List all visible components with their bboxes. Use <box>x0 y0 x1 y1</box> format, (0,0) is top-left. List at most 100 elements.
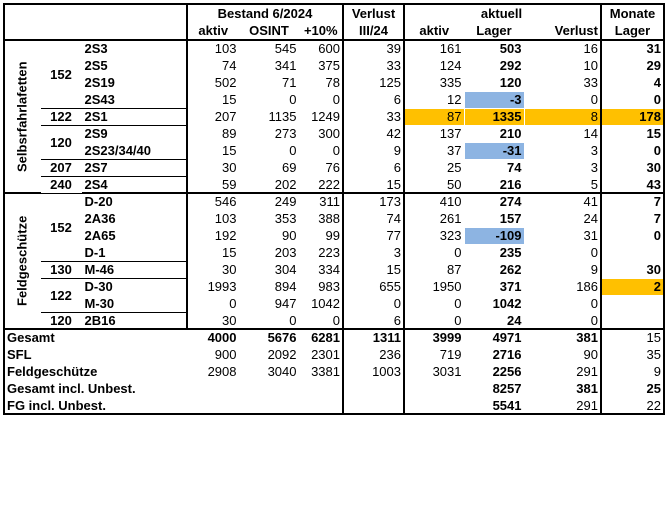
cell-monate: 30 <box>600 261 665 278</box>
cell-aktiv: 502 <box>214 75 237 90</box>
cell-monate: 2 <box>600 278 665 295</box>
cell-verlust: 15 <box>342 261 405 278</box>
system-name: 2S19 <box>81 74 188 91</box>
totals-cell-monate: 35 <box>600 346 665 363</box>
cell-akt-verlust: 16 <box>583 41 598 57</box>
cell-lager: 216 <box>464 176 524 194</box>
cell-aktiv: 89 <box>222 126 237 141</box>
totals-cell-plus10: 3381 <box>311 364 340 379</box>
cell-akt-aktiv: 50 <box>404 176 464 194</box>
totals-cell-lager: 4971 <box>464 328 524 346</box>
table-row: M-30 0 947 1042 0 0 1042 0 <box>4 295 665 313</box>
cell-osint: 273 <box>274 126 297 141</box>
cell-lager: 235 <box>499 245 522 260</box>
caliber-group: 152 <box>40 40 82 109</box>
cell-lager: 1042 <box>492 296 522 311</box>
cell-monate: 0 <box>600 142 665 159</box>
totals-cell-akt-verlust: 90 <box>583 347 598 362</box>
cell-aktiv: 546 <box>214 194 237 210</box>
totals-cell-osint: 5676 <box>239 328 299 346</box>
totals-label: SFL <box>3 346 187 363</box>
cell-akt-aktiv: 335 <box>439 75 462 90</box>
table-row: 2S23/34/40 15 0 0 9 37 -31 3 0 <box>4 142 665 160</box>
cell-osint: 202 <box>239 176 299 194</box>
totals-cell-verlust: 1003 <box>342 363 405 380</box>
cell-akt-verlust: 10 <box>583 58 598 73</box>
cell-osint: 545 <box>274 41 297 57</box>
cell-plus10: 76 <box>325 160 340 175</box>
cell-verlust: 15 <box>342 176 405 194</box>
caliber-group: 120 <box>40 125 82 160</box>
cell-aktiv: 59 <box>187 176 239 194</box>
cell-lager: 503 <box>499 41 522 57</box>
system-name: 2A36 <box>81 210 188 227</box>
system-name: D-1 <box>81 244 188 262</box>
system-name: 2A65 <box>81 227 188 244</box>
cell-akt-aktiv: 87 <box>404 108 464 125</box>
cell-verlust: 39 <box>342 40 405 57</box>
cell-osint: 0 <box>239 312 299 330</box>
system-name: D-30 <box>81 278 188 295</box>
totals-cell-akt-aktiv: 3999 <box>404 328 464 346</box>
system-name: 2S4 <box>81 176 188 194</box>
cell-akt-verlust: 0 <box>524 312 601 330</box>
header-aktuell: aktuell <box>404 3 601 22</box>
system-name: 2S9 <box>81 125 188 142</box>
totals-cell-lager: 2716 <box>492 347 522 362</box>
cell-verlust: 42 <box>342 125 405 142</box>
cell-osint: 353 <box>274 211 297 226</box>
system-name: M-46 <box>81 261 188 279</box>
caliber-group: 122 <box>40 108 82 126</box>
table-row: 2A36 103 353 388 74 261 157 24 7 <box>4 210 665 227</box>
system-name: 2B16 <box>81 312 188 330</box>
cell-osint: 0 <box>289 143 297 158</box>
totals-label: FG incl. Unbest. <box>3 397 187 415</box>
cell-akt-verlust: 3 <box>590 160 598 175</box>
totals-cell-akt-verlust: 381 <box>524 328 601 346</box>
table-row: 207 2S7 30 69 76 6 25 74 3 30 <box>4 159 665 177</box>
section-label-sfl: Selbsrfahrlafetten <box>4 40 40 193</box>
cell-plus10: 78 <box>325 75 340 90</box>
cell-akt-verlust: 0 <box>590 296 598 311</box>
cell-akt-aktiv: 87 <box>447 262 462 277</box>
totals-cell-verlust <box>342 397 405 415</box>
cell-lager: 262 <box>499 262 522 277</box>
cell-akt-verlust: 41 <box>583 194 598 210</box>
totals-cell-verlust <box>342 380 405 397</box>
cell-lager: 292 <box>499 58 522 73</box>
cell-verlust: 0 <box>342 295 405 312</box>
cell-monate: 4 <box>600 74 665 91</box>
cell-akt-verlust: 186 <box>576 279 598 294</box>
caliber-group: 122 <box>40 278 82 313</box>
cell-akt-verlust: 0 <box>590 92 598 107</box>
cell-verlust: 173 <box>342 193 405 210</box>
cell-akt-aktiv: 261 <box>439 211 462 226</box>
cell-lager: -31 <box>464 142 524 159</box>
cell-akt-verlust: 5 <box>524 176 601 194</box>
header-bestand: Bestand 6/2024 <box>187 3 343 22</box>
table-row: 2S5 74 341 375 33 124 292 10 29 <box>4 57 665 74</box>
cell-aktiv: 192 <box>214 228 237 243</box>
caliber-group: 130 <box>40 261 82 279</box>
cell-akt-verlust: 3 <box>590 143 598 158</box>
cell-akt-aktiv: 1950 <box>432 279 462 294</box>
cell-plus10: 375 <box>318 58 340 73</box>
cell-verlust: 6 <box>342 91 405 108</box>
totals-cell-monate: 15 <box>600 328 665 346</box>
cell-monate: 31 <box>600 40 665 57</box>
cell-akt-verlust: 31 <box>583 228 598 243</box>
cell-aktiv: 30 <box>187 312 239 330</box>
cell-akt-aktiv: 25 <box>447 160 462 175</box>
cell-lager: 274 <box>499 194 522 210</box>
cell-plus10: 334 <box>318 262 340 277</box>
system-name: 2S7 <box>81 159 188 177</box>
totals-label: Gesamt incl. Unbest. <box>3 380 187 397</box>
totals-cell-plus10 <box>299 380 343 397</box>
cell-lager: -109 <box>464 227 524 244</box>
cell-osint: 894 <box>274 279 297 294</box>
cell-akt-aktiv: 323 <box>439 228 462 243</box>
totals-cell-monate: 9 <box>600 363 665 380</box>
cell-lager: 210 <box>499 126 522 141</box>
totals-cell-lager: 2256 <box>492 364 522 379</box>
cell-akt-verlust: 8 <box>524 108 601 125</box>
